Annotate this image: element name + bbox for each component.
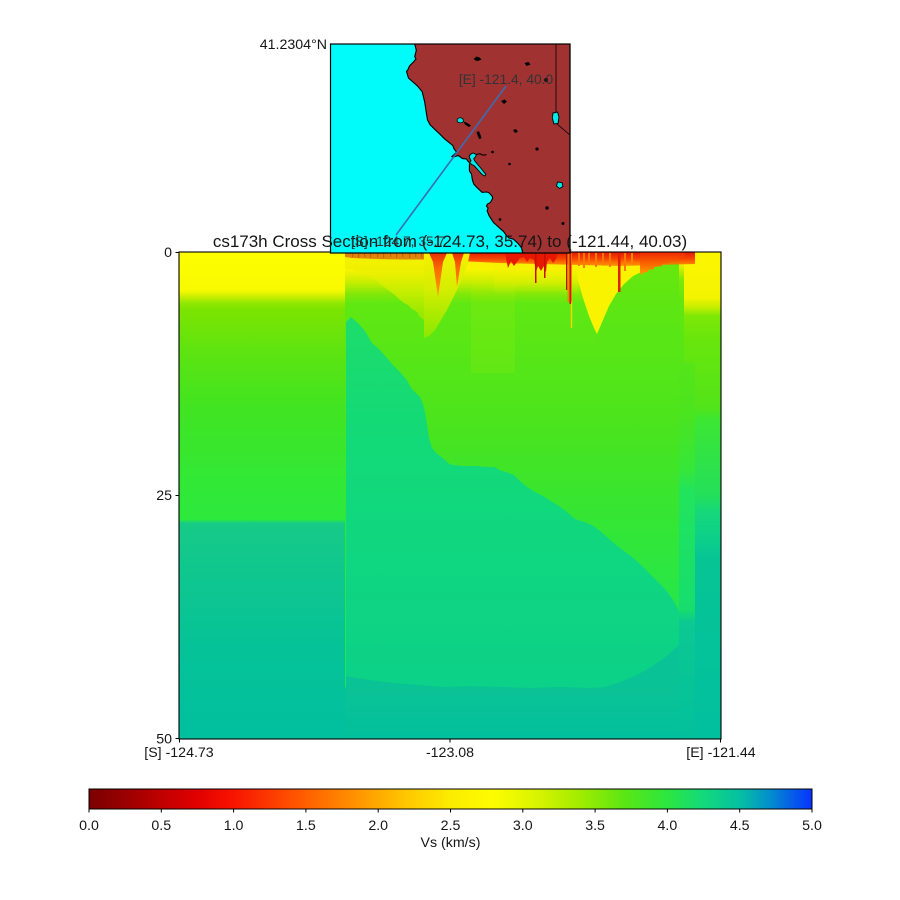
svg-text:-123.08: -123.08: [426, 745, 474, 761]
svg-text:[S] -124.7, 35.7: [S] -124.7, 35.7: [351, 234, 445, 249]
svg-text:0.0: 0.0: [79, 818, 99, 834]
svg-text:3.0: 3.0: [513, 818, 533, 834]
svg-text:0.5: 0.5: [151, 818, 171, 834]
svg-text:4.0: 4.0: [658, 818, 678, 834]
svg-text:2.5: 2.5: [441, 818, 461, 834]
svg-text:5.0: 5.0: [802, 818, 822, 834]
svg-text:[E] -121.44: [E] -121.44: [686, 745, 756, 761]
svg-text:[E] -121.4, 40.0: [E] -121.4, 40.0: [459, 72, 554, 87]
svg-text:1.5: 1.5: [296, 818, 316, 834]
svg-text:cs173h Cross Section from (-12: cs173h Cross Section from (-124.73, 35.7…: [213, 232, 687, 251]
svg-text:50: 50: [156, 732, 172, 748]
svg-text:Vs (km/s): Vs (km/s): [421, 835, 481, 851]
svg-text:0: 0: [164, 245, 172, 261]
svg-text:1.0: 1.0: [224, 818, 244, 834]
svg-text:41.2304°N: 41.2304°N: [260, 37, 327, 53]
svg-text:[S] -124.73: [S] -124.73: [144, 745, 214, 761]
svg-text:3.5: 3.5: [585, 818, 605, 834]
svg-text:4.5: 4.5: [730, 818, 750, 834]
svg-text:25: 25: [156, 488, 172, 504]
svg-text:2.0: 2.0: [368, 818, 388, 834]
